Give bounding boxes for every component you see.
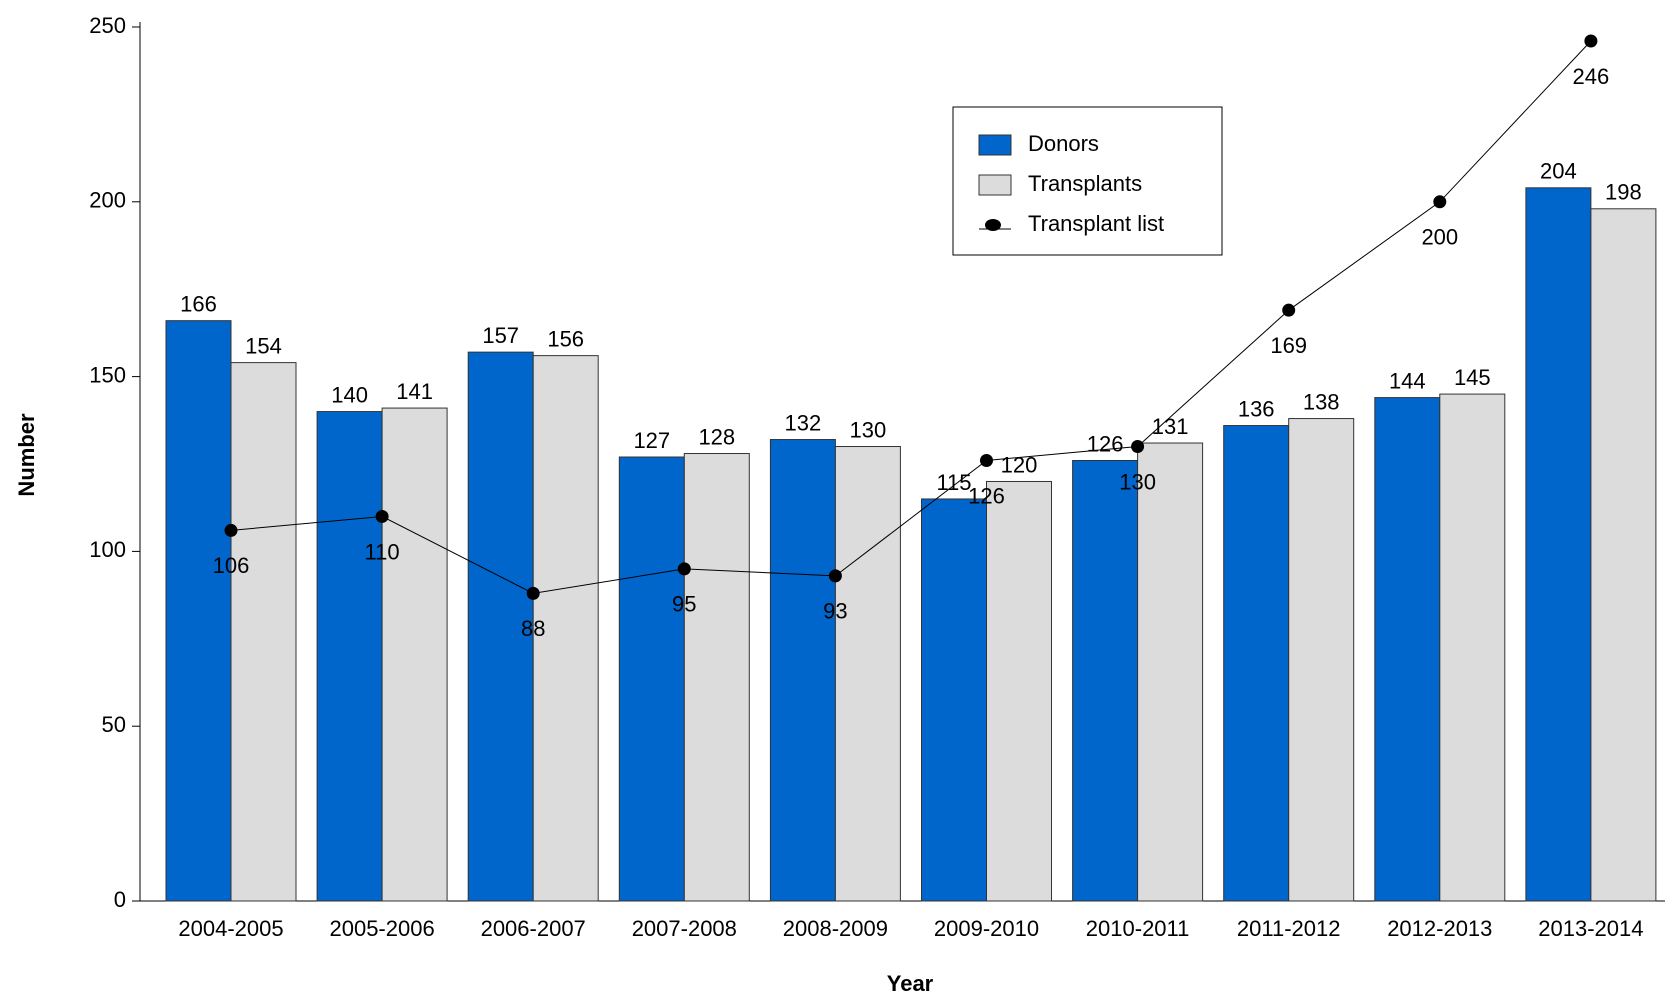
legend-swatch [978,174,1012,196]
bar-value-label: 127 [633,428,670,453]
bar [1374,397,1441,902]
y-tick-label: 250 [89,13,126,38]
x-tick-label: 2008-2009 [783,916,888,941]
line-point [828,569,842,583]
bar-value-label: 115 [936,470,971,495]
bar [1223,425,1290,902]
line-point [224,523,238,537]
line-point [980,454,993,468]
line-value-label: 93 [823,599,847,624]
line-value-label: 130 [1119,469,1156,494]
y-tick-label: 0 [114,887,126,912]
y-tick-label: 150 [89,362,126,387]
y-tick-label: 50 [102,712,126,737]
x-tick-label: 2004-2005 [178,916,283,941]
line-value-label: 106 [213,553,250,578]
x-axis-title: Year [887,971,934,996]
bar [921,498,987,902]
bar [316,411,383,902]
bar-value-label: 145 [1454,365,1491,390]
bar [683,453,750,902]
bar-value-label: 130 [850,417,887,442]
line-point [1131,440,1145,454]
x-tick-label: 2013-2014 [1538,916,1643,941]
bar [986,480,1052,902]
line-value-label: 95 [672,592,696,617]
bar [532,355,599,902]
legend-label: Transplant list [1028,211,1164,236]
bar-value-label: 136 [1238,396,1275,421]
bar [467,351,534,902]
bar [834,446,901,902]
line-point [677,562,691,576]
bar [1288,418,1355,902]
legend-label: Donors [1028,131,1099,156]
bar [1439,393,1506,902]
line-point [375,509,389,523]
bar [1525,187,1592,902]
bar-value-label: 157 [482,323,519,348]
bar [1590,208,1657,902]
bar-value-label: 144 [1389,368,1426,393]
bar [230,362,297,902]
legend-swatch [978,134,1012,156]
x-tick-label: 2009-2010 [934,916,1039,941]
line-value-label: 110 [365,539,400,564]
x-tick-label: 2011-2012 [1237,916,1341,941]
bar [165,320,232,902]
bar [1137,442,1204,902]
bar-value-label: 138 [1303,389,1340,414]
bar-value-label: 132 [785,410,822,435]
bar-value-label: 141 [396,379,433,404]
bar-value-label: 156 [547,326,584,351]
bar-value-label: 140 [331,382,368,407]
line-point [1282,303,1296,317]
x-tick-label: 2010-2011 [1086,916,1190,941]
bar-value-label: 204 [1540,159,1577,184]
line-value-label: 126 [968,483,1005,508]
bar-value-label: 131 [1152,414,1189,439]
x-tick-label: 2007-2008 [632,916,737,941]
line-value-label: 200 [1421,225,1458,250]
legend-marker [985,219,1001,231]
y-tick-label: 200 [89,188,126,213]
bar-value-label: 166 [180,291,217,316]
bar [618,456,685,902]
bar [769,439,836,902]
bar-value-label: 126 [1087,431,1124,456]
legend-label: Transplants [1028,171,1142,196]
y-axis-title: Number [14,413,39,497]
bar-value-label: 198 [1605,180,1642,205]
line-value-label: 88 [521,616,545,641]
bar-value-label: 154 [245,333,282,358]
line-point [526,586,540,600]
line-value-label: 169 [1270,333,1307,358]
line [230,40,1592,594]
bar [1072,460,1139,902]
x-tick-label: 2006-2007 [481,916,586,941]
bar [381,407,448,902]
line-point [1584,34,1598,48]
line-value-label: 246 [1573,64,1610,89]
x-tick-label: 2012-2013 [1387,916,1492,941]
x-tick-label: 2005-2006 [329,916,434,941]
y-tick-label: 100 [89,537,126,562]
bar-value-label: 128 [698,424,735,449]
line-point [1433,195,1447,209]
